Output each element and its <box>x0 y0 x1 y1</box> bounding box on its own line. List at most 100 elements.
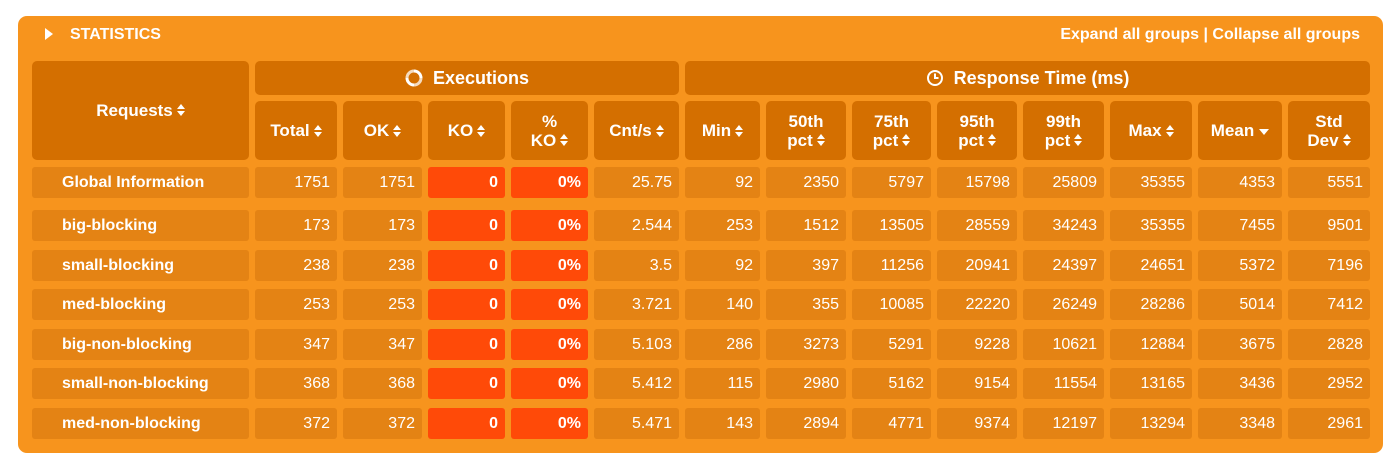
cell-std-dev: 9501 <box>1288 210 1370 241</box>
cell-75th-pct: 10085 <box>852 289 931 320</box>
request-name[interactable]: small-blocking <box>32 250 249 281</box>
cell-95th-pct: 28559 <box>937 210 1017 241</box>
collapse-all-groups-link[interactable]: Collapse all groups <box>1212 26 1360 43</box>
cell-cnt-s: 5.412 <box>594 368 679 399</box>
cell-ko: 0% <box>511 408 588 439</box>
cell-max: 35355 <box>1110 210 1192 241</box>
cell-95th-pct: 9374 <box>937 408 1017 439</box>
cell-ok: 368 <box>343 368 422 399</box>
cell-ko: 0 <box>428 368 505 399</box>
response-time-group-header: Response Time (ms) <box>685 61 1370 95</box>
sort-icon <box>1074 134 1082 146</box>
statistics-panel: STATISTICS Expand all groups | Collapse … <box>18 16 1383 453</box>
cell-ok: 1751 <box>343 167 422 198</box>
cell-min: 115 <box>685 368 760 399</box>
cell-ko: 0 <box>428 250 505 281</box>
column-header-ko[interactable]: KO <box>428 101 505 160</box>
cell-mean: 5372 <box>1198 250 1282 281</box>
cell-ko: 0 <box>428 329 505 360</box>
request-name[interactable]: small-non-blocking <box>32 368 249 399</box>
column-header-mean[interactable]: Mean <box>1198 101 1282 160</box>
sort-icon <box>656 125 664 137</box>
column-header-max[interactable]: Max <box>1110 101 1192 160</box>
request-name[interactable]: big-blocking <box>32 210 249 241</box>
column-header-ok[interactable]: OK <box>343 101 422 160</box>
column-header-label: Mean <box>1211 121 1270 140</box>
column-header-label: 75th pct <box>872 111 909 150</box>
column-header-75th-pct[interactable]: 75th pct <box>852 101 931 160</box>
column-header-99th-pct[interactable]: 99th pct <box>1023 101 1104 160</box>
cell-max: 28286 <box>1110 289 1192 320</box>
sort-icon <box>560 134 568 146</box>
cell-ko: 0% <box>511 250 588 281</box>
cell-ko: 0% <box>511 210 588 241</box>
cell-max: 13294 <box>1110 408 1192 439</box>
cell-75th-pct: 13505 <box>852 210 931 241</box>
column-header-label: 50th pct <box>787 111 824 150</box>
title-bar: STATISTICS Expand all groups | Collapse … <box>18 16 1383 54</box>
sort-icon <box>1166 125 1174 137</box>
cell-ko: 0% <box>511 368 588 399</box>
column-header-label: Std Dev <box>1307 112 1350 150</box>
cell-max: 13165 <box>1110 368 1192 399</box>
column-header-min[interactable]: Min <box>685 101 760 160</box>
cell-ko: 0% <box>511 289 588 320</box>
cell-ko: 0% <box>511 329 588 360</box>
sort-descending-icon <box>1259 128 1270 135</box>
cell-99th-pct: 10621 <box>1023 329 1104 360</box>
cell-99th-pct: 11554 <box>1023 368 1104 399</box>
sort-icon <box>988 134 996 146</box>
column-header-95th-pct[interactable]: 95th pct <box>937 101 1017 160</box>
cell-total: 1751 <box>255 167 337 198</box>
cell-total: 368 <box>255 368 337 399</box>
column-header-total[interactable]: Total <box>255 101 337 160</box>
sort-icon <box>1343 134 1351 146</box>
cell-mean: 3436 <box>1198 368 1282 399</box>
column-header-label: KO <box>448 121 486 140</box>
cell-50th-pct: 2894 <box>766 408 846 439</box>
request-name[interactable]: big-non-blocking <box>32 329 249 360</box>
column-header-label: OK <box>364 121 402 140</box>
cell-ok: 372 <box>343 408 422 439</box>
column-header-ko[interactable]: % KO <box>511 101 588 160</box>
sort-icon <box>177 104 185 116</box>
cell-95th-pct: 22220 <box>937 289 1017 320</box>
column-header-label: Total <box>270 121 321 140</box>
column-header-cnt-s[interactable]: Cnt/s <box>594 101 679 160</box>
cell-99th-pct: 26249 <box>1023 289 1104 320</box>
cell-50th-pct: 355 <box>766 289 846 320</box>
cell-cnt-s: 25.75 <box>594 167 679 198</box>
cell-ko: 0 <box>428 289 505 320</box>
cell-99th-pct: 34243 <box>1023 210 1104 241</box>
cell-mean: 4353 <box>1198 167 1282 198</box>
column-header-label: Cnt/s <box>609 121 664 140</box>
column-header-label: 99th pct <box>1044 111 1082 150</box>
column-header-50th-pct[interactable]: 50th pct <box>766 101 846 160</box>
cell-mean: 3348 <box>1198 408 1282 439</box>
cell-min: 140 <box>685 289 760 320</box>
executions-group-header: Executions <box>255 61 679 95</box>
column-header-label: Min <box>702 121 743 140</box>
cell-std-dev: 2961 <box>1288 408 1370 439</box>
panel-title: STATISTICS <box>70 26 161 43</box>
cell-75th-pct: 5291 <box>852 329 931 360</box>
column-header-label: % KO <box>531 112 569 150</box>
cell-ko: 0 <box>428 167 505 198</box>
requests-header[interactable]: Requests <box>32 61 249 160</box>
cell-std-dev: 7196 <box>1288 250 1370 281</box>
cell-99th-pct: 24397 <box>1023 250 1104 281</box>
request-name[interactable]: med-non-blocking <box>32 408 249 439</box>
cell-75th-pct: 4771 <box>852 408 931 439</box>
column-header-label: 95th pct <box>958 111 996 150</box>
cell-total: 238 <box>255 250 337 281</box>
expand-triangle-icon[interactable] <box>45 28 53 40</box>
cell-total: 347 <box>255 329 337 360</box>
column-header-std-dev[interactable]: Std Dev <box>1288 101 1370 160</box>
cell-50th-pct: 2350 <box>766 167 846 198</box>
cell-mean: 5014 <box>1198 289 1282 320</box>
expand-all-groups-link[interactable]: Expand all groups <box>1060 26 1200 43</box>
request-name[interactable]: med-blocking <box>32 289 249 320</box>
clock-icon <box>926 70 943 86</box>
cell-std-dev: 5551 <box>1288 167 1370 198</box>
executions-group-label: Executions <box>432 67 530 88</box>
